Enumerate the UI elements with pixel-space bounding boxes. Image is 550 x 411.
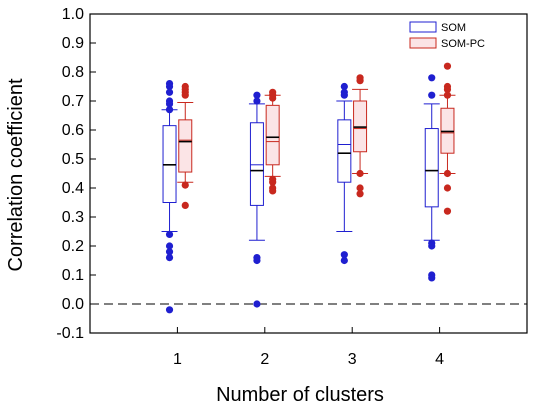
y-tick-label: 0.8 bbox=[62, 64, 84, 81]
box-som-2 bbox=[248, 91, 265, 308]
outlier-point bbox=[181, 91, 189, 99]
y-tick-label: 1.0 bbox=[62, 6, 84, 23]
outlier-point bbox=[253, 300, 261, 308]
outlier-point bbox=[181, 181, 189, 189]
outlier-point bbox=[253, 97, 261, 105]
outlier-point bbox=[356, 184, 364, 192]
y-tick-label: 0.5 bbox=[62, 151, 84, 168]
outlier-point bbox=[428, 242, 436, 250]
outlier-point bbox=[428, 274, 436, 282]
box-body bbox=[178, 119, 193, 173]
outlier-point bbox=[443, 85, 452, 93]
outlier-point bbox=[443, 169, 452, 178]
y-tick-label: 0.7 bbox=[62, 93, 84, 110]
outlier-point bbox=[340, 91, 348, 99]
y-tick-label: 0.9 bbox=[62, 35, 84, 52]
legend-label-som: SOM bbox=[441, 22, 466, 34]
y-axis: -0.1 0.0 0.1 0.2 0.3 0.4 0.5 0.6 0.7 0.8 0.9 1.0 bbox=[56, 6, 96, 342]
outlier-point bbox=[340, 82, 348, 91]
x-tick-label: 2 bbox=[260, 351, 269, 368]
outlier-point bbox=[165, 100, 174, 108]
y-tick-label: -0.1 bbox=[56, 325, 84, 342]
box-body bbox=[249, 122, 264, 206]
outlier-point bbox=[340, 251, 348, 259]
outlier-point bbox=[428, 91, 436, 99]
box-som-pc-4 bbox=[439, 62, 456, 215]
outlier-point bbox=[181, 201, 189, 209]
box-som-1 bbox=[161, 80, 178, 314]
legend-label-som-pc: SOM-PC bbox=[441, 38, 485, 50]
outlier-point bbox=[443, 91, 452, 99]
outlier-point bbox=[356, 169, 364, 178]
x-axis: 1 2 3 4 bbox=[173, 327, 444, 368]
x-tick-label: 3 bbox=[348, 351, 357, 368]
plot-area bbox=[89, 13, 528, 334]
outlier-point bbox=[428, 74, 436, 82]
outlier-point bbox=[165, 230, 174, 238]
outlier-point bbox=[165, 106, 174, 114]
outlier-point bbox=[165, 254, 174, 262]
box-som-pc-1 bbox=[177, 82, 194, 209]
plot-frame bbox=[89, 13, 528, 334]
outlier-point bbox=[269, 187, 277, 195]
x-tick-label: 1 bbox=[173, 351, 182, 368]
outlier-point bbox=[269, 94, 277, 102]
outlier-point bbox=[443, 62, 452, 70]
outlier-point bbox=[443, 207, 452, 215]
x-tick-label: 4 bbox=[435, 351, 444, 368]
y-tick-label: 0.1 bbox=[62, 267, 84, 284]
outlier-point bbox=[356, 190, 364, 198]
box-som-pc-3 bbox=[352, 74, 369, 198]
outlier-point bbox=[165, 82, 174, 91]
outlier-point bbox=[165, 88, 174, 96]
box-body bbox=[424, 128, 439, 208]
outlier-point bbox=[269, 178, 277, 186]
y-tick-label: 0.3 bbox=[62, 209, 84, 226]
box-som-pc-2 bbox=[264, 88, 281, 195]
y-tick-label: 0.4 bbox=[62, 180, 84, 197]
box-som-4 bbox=[423, 74, 440, 282]
box-som-3 bbox=[336, 82, 353, 265]
y-tick-label: 0.2 bbox=[62, 238, 84, 255]
x-axis-title: Number of clusters bbox=[216, 384, 384, 406]
legend: SOM SOM-PC bbox=[409, 21, 485, 50]
box-body bbox=[265, 104, 280, 166]
legend-swatch-som-pc bbox=[409, 37, 437, 49]
box-body bbox=[337, 119, 352, 183]
outlier-point bbox=[356, 77, 364, 85]
outlier-point bbox=[165, 248, 174, 256]
y-tick-label: 0.0 bbox=[62, 296, 84, 313]
outlier-point bbox=[443, 184, 452, 192]
y-tick-label: 0.6 bbox=[62, 122, 84, 139]
box-series bbox=[161, 62, 456, 314]
legend-swatch-som bbox=[409, 21, 437, 33]
y-axis-title: Correlation coefficient bbox=[5, 78, 27, 272]
outlier-point bbox=[165, 242, 174, 250]
outlier-point bbox=[253, 91, 261, 99]
outlier-point bbox=[253, 256, 261, 265]
outlier-point bbox=[340, 256, 348, 265]
outlier-point bbox=[165, 306, 174, 314]
